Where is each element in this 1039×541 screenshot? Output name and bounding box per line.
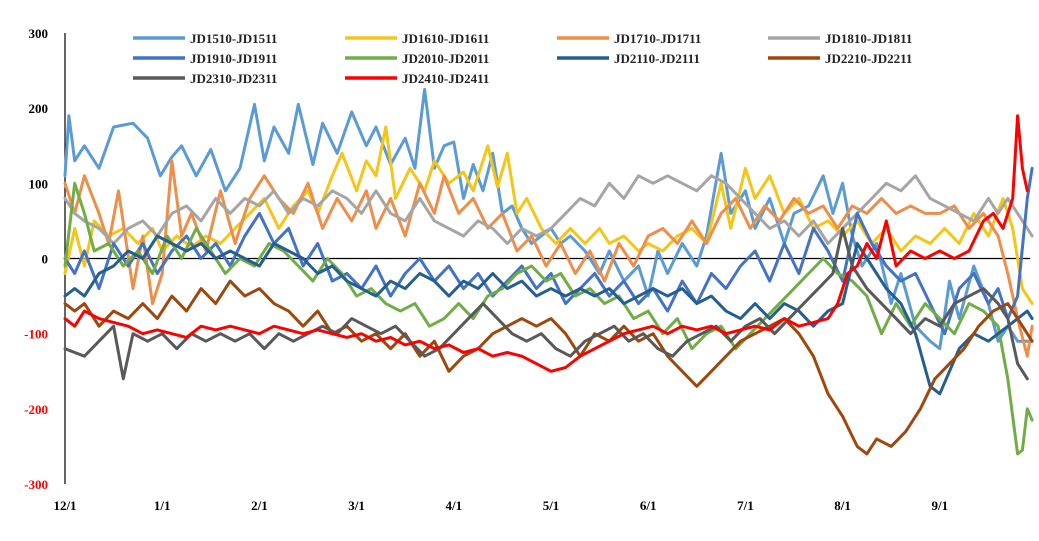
series-line-jd2010-jd2011 xyxy=(63,181,1034,456)
x-tick-label: 12/1 xyxy=(53,498,76,513)
y-tick-label: -200 xyxy=(24,402,48,417)
legend-label: JD2210-JD2211 xyxy=(825,51,912,66)
legend-label: JD2310-JD2311 xyxy=(190,71,277,86)
x-tick-label: 2/1 xyxy=(251,498,268,513)
series-line-jd2310-jd2311 xyxy=(63,226,1029,381)
legend-label: JD2110-JD2111 xyxy=(614,51,700,66)
x-tick-label: 7/1 xyxy=(737,498,754,513)
series-line-jd1710-jd1711 xyxy=(63,159,1034,358)
legend-label: JD1510-JD1511 xyxy=(190,31,277,46)
series-line-jd2410-jd2411 xyxy=(63,114,1029,373)
series-line-jd2210-jd2211 xyxy=(63,279,1034,456)
x-tick-label: 5/1 xyxy=(543,498,560,513)
legend: JD1510-JD1511 JD1610-JD1611 JD1710-JD1711 J… xyxy=(133,31,912,86)
x-tick-label: 9/1 xyxy=(931,498,948,513)
legend-label: JD1610-JD1611 xyxy=(402,31,489,46)
series-layer xyxy=(63,87,1034,456)
y-tick-label: 300 xyxy=(29,26,49,41)
x-tick-label: 6/1 xyxy=(640,498,657,513)
y-tick-label: -100 xyxy=(24,327,48,342)
legend-label: JD1810-JD1811 xyxy=(825,31,912,46)
x-tick-label: 3/1 xyxy=(348,498,365,513)
series-line-jd1810-jd1811 xyxy=(63,174,1034,245)
y-tick-label: 200 xyxy=(29,101,49,116)
x-tick-label: 8/1 xyxy=(834,498,851,513)
y-tick-label: 0 xyxy=(42,252,49,267)
y-tick-label: -300 xyxy=(24,477,48,492)
legend-label: JD2010-JD2011 xyxy=(402,51,489,66)
x-tick-label: 4/1 xyxy=(445,498,462,513)
legend-label: JD1710-JD1711 xyxy=(614,31,701,46)
x-tick-label: 1/1 xyxy=(154,498,171,513)
legend-label: JD1910-JD1911 xyxy=(190,51,277,66)
legend-label: JD2410-JD2411 xyxy=(402,71,489,86)
series-line-jd2110-jd2111 xyxy=(63,234,1034,396)
y-tick-label: 100 xyxy=(29,176,49,191)
